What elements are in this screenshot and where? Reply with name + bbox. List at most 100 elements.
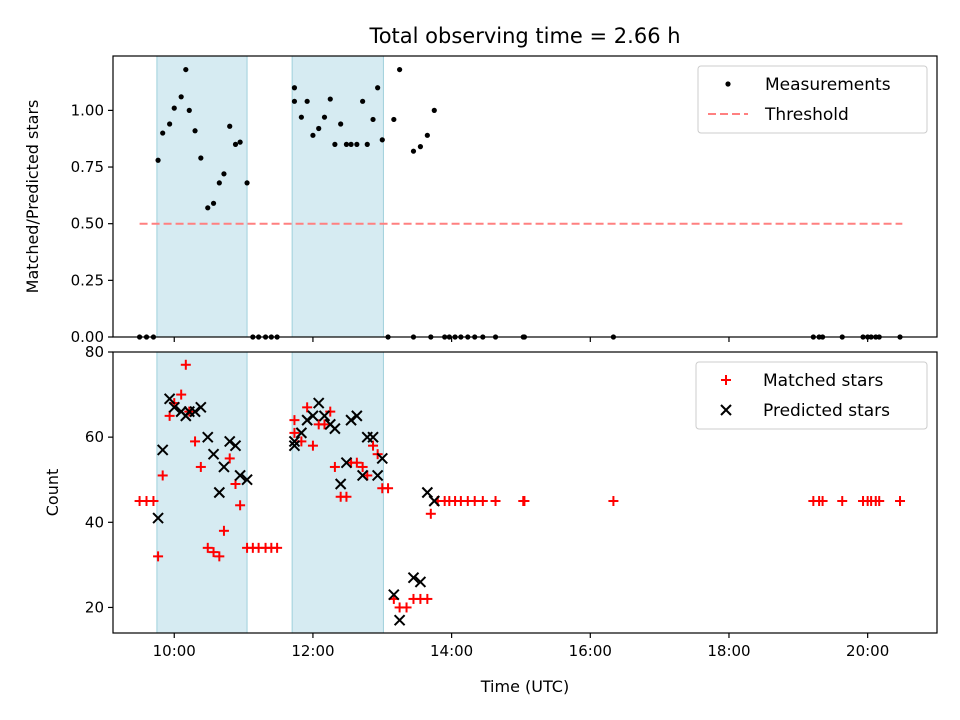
data-point: [391, 116, 397, 123]
data-point: [334, 478, 347, 490]
data-point: [155, 157, 161, 163]
data-point: [195, 461, 206, 472]
legend: Matched stars Predicted stars: [695, 361, 928, 430]
data-point: [288, 439, 301, 452]
axes-frame: [112, 351, 938, 634]
marker-stroke: [371, 469, 384, 482]
bottom-panel: 10:00 12:00 14:00 16:00 18:00 20:00 20 40 60 80 Co…: [43, 343, 938, 696]
data-point: [183, 66, 189, 73]
marker-stroke: [195, 401, 207, 414]
data-point: [332, 141, 338, 147]
x-tick-label: 10:00: [153, 642, 196, 660]
x-axis-label: Time (UTC): [480, 677, 569, 696]
data-point: [401, 602, 412, 613]
data-point: [874, 496, 885, 507]
legend-predicted-swatch: [720, 404, 732, 416]
data-point: [192, 128, 198, 134]
data-point: [237, 139, 243, 145]
data-point: [345, 414, 357, 426]
y-tick-label: 0.50: [71, 215, 104, 233]
legend-label: Measurements: [765, 75, 891, 95]
data-point: [227, 123, 233, 129]
shaded-interval-2: [291, 351, 384, 634]
data-point: [383, 483, 394, 494]
data-point: [316, 125, 322, 132]
data-point: [289, 415, 300, 426]
data-point: [422, 593, 433, 604]
data-point: [176, 389, 187, 400]
data-point: [289, 427, 300, 438]
data-point: [202, 542, 213, 553]
y-tick-label: 60: [85, 428, 104, 446]
data-point: [329, 461, 340, 472]
series-1: [136, 66, 903, 340]
legend-measurements-swatch: [725, 81, 731, 87]
marker-stroke: [189, 405, 201, 418]
top-panel: 0.00 0.25 0.50 0.75 1.00 Matched/Predicted st…: [23, 55, 938, 346]
data-point: [307, 410, 319, 422]
marker-stroke: [393, 614, 406, 626]
data-point: [837, 496, 848, 507]
marker-stroke: [288, 439, 301, 452]
marker-stroke: [376, 452, 388, 465]
marker-stroke: [720, 404, 732, 416]
data-point: [156, 444, 169, 456]
data-point: [195, 401, 207, 414]
data-point: [428, 495, 440, 507]
y-tick-label: 80: [85, 343, 104, 361]
data-point: [329, 422, 341, 435]
data-point: [210, 200, 217, 206]
shaded-interval-1: [156, 55, 248, 338]
data-point: [189, 405, 201, 418]
data-point: [304, 98, 310, 104]
marker-stroke: [207, 448, 220, 460]
marker-stroke: [307, 410, 319, 422]
marker-stroke: [163, 393, 176, 405]
data-point: [424, 132, 430, 138]
x-tick-label: 12:00: [291, 642, 334, 660]
marker-stroke: [213, 486, 226, 499]
data-point: [425, 508, 436, 519]
data-point: [202, 431, 214, 443]
marker-stroke: [367, 431, 379, 443]
marker-stroke: [288, 435, 301, 448]
y-tick-label: 1.00: [71, 101, 104, 119]
legend-label: Threshold: [764, 105, 849, 125]
data-point: [295, 427, 308, 439]
marker-stroke: [241, 474, 253, 486]
data-point: [325, 406, 336, 417]
y-tick-label: 0.75: [71, 158, 104, 176]
marker-stroke: [156, 444, 169, 456]
marker-stroke: [388, 588, 400, 601]
marker-stroke: [295, 427, 308, 439]
data-point: [393, 614, 406, 626]
data-point: [357, 461, 368, 472]
data-point: [356, 469, 369, 482]
data-point: [198, 155, 204, 161]
data-point: [232, 141, 239, 147]
data-point: [895, 496, 906, 507]
legend-frame: [697, 65, 928, 134]
data-point: [379, 137, 385, 143]
data-point: [310, 132, 316, 138]
marker-stroke: [301, 414, 313, 426]
data-point: [291, 98, 298, 104]
data-point: [221, 171, 227, 177]
data-point: [388, 588, 400, 601]
data-point: [178, 94, 184, 100]
data-point: [370, 116, 376, 123]
shaded-interval-1: [156, 351, 248, 634]
data-point: [608, 496, 619, 507]
marker-stroke: [234, 469, 246, 482]
data-point: [298, 114, 304, 120]
data-point: [157, 470, 168, 481]
data-point: [421, 486, 434, 499]
data-point: [216, 180, 222, 186]
data-point: [376, 452, 388, 465]
data-point: [364, 141, 370, 147]
data-point: [407, 571, 420, 584]
x-tick-label: 16:00: [569, 642, 612, 660]
data-point: [417, 144, 424, 150]
data-point: [301, 414, 313, 426]
